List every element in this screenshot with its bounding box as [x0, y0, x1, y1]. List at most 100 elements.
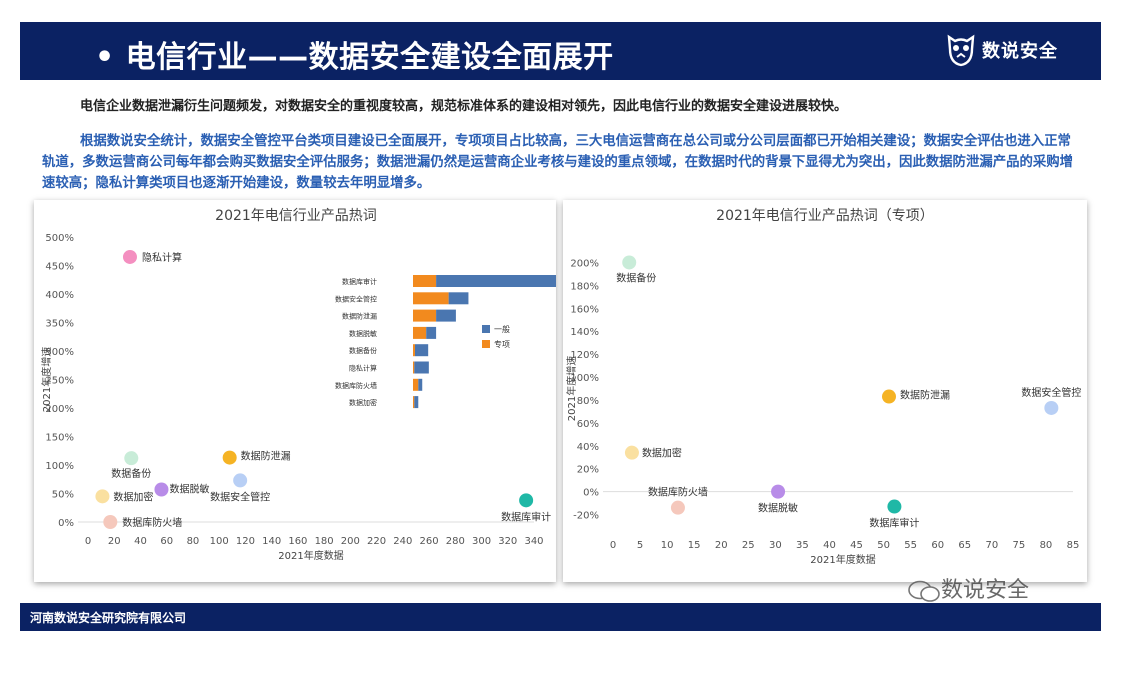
y-tick-label: 40%: [577, 442, 599, 453]
x-tick-label: 320: [498, 536, 517, 547]
x-tick-label: 300: [472, 536, 491, 547]
footer-bar: [20, 603, 1101, 631]
point-label: 数据加密: [113, 490, 153, 503]
y-tick-label: 250%: [45, 376, 74, 387]
point-label: 数据防泄漏: [241, 450, 291, 463]
x-tick-label: 60: [931, 540, 944, 551]
inset-bar: [436, 309, 456, 322]
scatter-point: [771, 484, 786, 499]
inset-bar: [413, 396, 415, 409]
y-axis-label: 2021年度增速: [565, 356, 578, 421]
inset-category-label: 隐私计算: [349, 364, 377, 373]
inset-bar: [448, 292, 469, 305]
y-tick-label: 160%: [570, 304, 599, 315]
x-tick-label: 50: [877, 540, 890, 551]
scatter-point: [124, 451, 139, 466]
header-bar: [20, 22, 1101, 80]
x-tick-label: 20: [715, 540, 728, 551]
chart-panel-special: 2021年电信行业产品热词（专项） -20% 0% 20% 40% 60% 80% 100% 1…: [563, 200, 1087, 582]
inset-category-label: 数据库防火墙: [335, 381, 377, 390]
y-tick-label: 100%: [45, 461, 74, 472]
page-title: • 电信行业——数据安全建设全面展开: [95, 32, 614, 76]
x-axis-label: 2021年度数据: [278, 549, 343, 562]
point-label: 数据安全管控: [1021, 386, 1081, 399]
scatter-point: [519, 493, 534, 508]
point-label: 数据脱敏: [169, 483, 209, 496]
x-tick-label: 60: [160, 536, 173, 547]
y-tick-label: -20%: [573, 511, 599, 522]
title-text: 电信行业——数据安全建设全面展开: [125, 40, 614, 75]
owl-logo-icon: [947, 34, 975, 67]
chart-title: 2021年电信行业产品热词: [215, 208, 377, 224]
y-tick-label: 300%: [45, 347, 74, 358]
inset-legend-label: 专项: [494, 339, 510, 349]
y-tick-label: 200%: [45, 404, 74, 415]
x-tick-label: 120: [236, 536, 255, 547]
x-tick-label: 75: [1013, 540, 1026, 551]
x-tick-label: 55: [904, 540, 917, 551]
point-label: 数据加密: [642, 447, 682, 460]
footer-company: 河南数说安全研究院有限公司: [30, 611, 187, 625]
y-tick-label: 350%: [45, 319, 74, 330]
chart-title: 2021年电信行业产品热词（专项）: [716, 208, 934, 224]
x-tick-label: 80: [1040, 540, 1053, 551]
logo-text: 数说安全: [982, 41, 1058, 62]
x-tick-label: 20: [108, 536, 121, 547]
inset-bar: [426, 326, 437, 339]
summary-paragraph: 根据数说安全统计，数据安全管控平台类项目建设已全面展开，专项项目占比较高，三大电…: [42, 134, 1074, 191]
x-tick-label: 5: [637, 540, 643, 551]
x-tick-label: 140: [262, 536, 281, 547]
scatter-point: [624, 445, 639, 460]
x-tick-label: 180: [315, 536, 334, 547]
inset-bar: [413, 378, 419, 391]
x-tick-label: 0: [85, 536, 91, 547]
inset-bar: [414, 344, 429, 357]
scatter-point: [103, 515, 118, 529]
inset-category-label: 数据备份: [349, 346, 377, 355]
x-tick-label: 80: [187, 536, 200, 547]
inset-bar: [413, 361, 415, 374]
x-tick-label: 25: [742, 540, 755, 551]
x-tick-label: 35: [796, 540, 809, 551]
point-label: 数据脱敏: [758, 502, 798, 515]
point-label: 隐私计算: [142, 251, 182, 264]
x-tick-label: 220: [367, 536, 386, 547]
point-label: 数据安全管控: [210, 490, 270, 503]
intro-text: 电信企业数据泄漏衍生问题频发，对数据安全的重视度较高，规范标准体系的建设相对领先…: [80, 99, 848, 114]
y-tick-label: 80%: [577, 396, 599, 407]
point-label: 数据备份: [111, 467, 151, 480]
x-tick-label: 280: [446, 536, 465, 547]
x-axis-label: 2021年度数据: [810, 553, 875, 566]
scatter-point: [1044, 400, 1059, 415]
scatter-point: [154, 482, 169, 497]
y-tick-label: 200%: [570, 258, 599, 269]
scatter-point: [233, 473, 248, 488]
x-tick-label: 45: [850, 540, 863, 551]
x-tick-label: 0: [610, 540, 616, 551]
y-tick-label: 140%: [570, 327, 599, 338]
scatter-point: [95, 489, 110, 504]
point-label: 数据防泄漏: [900, 389, 950, 402]
inset-bar: [413, 309, 437, 322]
y-tick-label: 400%: [45, 290, 74, 301]
inset-bar: [436, 275, 556, 287]
inset-bar: [418, 378, 423, 391]
inset-category-label: 数据库审计: [342, 277, 377, 286]
inset-category-label: 数据加密: [349, 398, 377, 407]
y-tick-label: 180%: [570, 281, 599, 292]
y-axis-label: 2021年度增速: [40, 347, 53, 412]
point-label: 数据库审计: [869, 517, 919, 530]
scatter-point: [882, 389, 896, 404]
x-tick-label: 160: [288, 536, 307, 547]
y-tick-label: 450%: [45, 262, 74, 273]
y-tick-label: 100%: [570, 373, 599, 384]
inset-category-label: 数据安全管控: [335, 294, 377, 303]
point-label: 数据备份: [616, 271, 656, 284]
inset-bar: [413, 326, 427, 339]
x-tick-label: 200: [341, 536, 360, 547]
y-tick-label: 0%: [58, 518, 74, 529]
point-label: 数据库防火墙: [648, 486, 708, 499]
scatter-point: [887, 499, 902, 514]
inset-legend-swatch: [482, 340, 490, 348]
inset-category-label: 数据脱敏: [349, 329, 377, 338]
